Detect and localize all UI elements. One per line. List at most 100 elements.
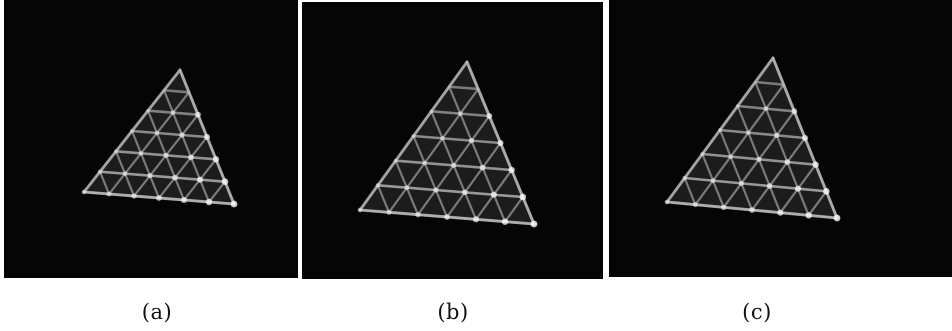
lattice-node	[106, 191, 112, 197]
lattice-rung	[683, 176, 828, 193]
lattice-node	[138, 150, 144, 156]
lattice-node	[205, 198, 213, 206]
lattice-b	[357, 60, 538, 228]
lattice-node	[146, 108, 150, 113]
lattice-node	[784, 159, 791, 165]
lattice-strut	[503, 195, 524, 223]
lattice-strut	[412, 134, 449, 219]
lattice-node	[188, 154, 194, 161]
lattice-node	[486, 113, 493, 119]
lattice-node	[230, 200, 238, 208]
lattice-rung	[376, 184, 525, 199]
lattice-strut	[807, 190, 828, 217]
lattice-node	[738, 180, 744, 186]
lattice-edge	[665, 56, 775, 204]
lattice-strut	[754, 80, 810, 217]
lattice-strut	[683, 176, 697, 206]
lattice-edge	[82, 68, 182, 194]
lattice-node	[203, 133, 211, 141]
lattice-strut	[130, 129, 161, 200]
lattice-node	[777, 209, 784, 216]
lattice-node	[508, 166, 515, 174]
lattice-node	[530, 220, 538, 228]
lattice-node	[728, 154, 734, 160]
lattice-node	[375, 183, 381, 188]
lattice-node	[163, 152, 169, 158]
lattice-node	[212, 156, 220, 163]
lattice-node	[386, 209, 392, 215]
lattice-node	[490, 191, 497, 198]
lattice-node	[113, 149, 119, 154]
panel-a-image	[4, 0, 298, 278]
lattice-strut	[718, 128, 754, 212]
lattice-node	[122, 171, 128, 177]
lattice-strut	[157, 135, 209, 200]
lattice-strut	[376, 184, 391, 214]
lattice-node	[472, 216, 480, 223]
lattice-node	[440, 136, 445, 141]
lattice-node	[746, 130, 751, 135]
lattice-rung	[162, 89, 191, 94]
lattice-node	[415, 211, 421, 218]
lattice-node	[451, 162, 457, 168]
lattice-node	[692, 202, 698, 208]
panel-b-image	[302, 2, 603, 279]
lattice-node	[812, 161, 819, 168]
lattice-c	[664, 56, 841, 222]
lattice-strut	[162, 89, 211, 204]
lattice-node	[196, 176, 204, 183]
lattice-rung	[447, 85, 480, 91]
lattice-node	[710, 178, 716, 184]
lattice-node	[501, 218, 509, 225]
lattice-strut	[98, 170, 111, 196]
lattice-rung	[130, 129, 209, 139]
lattice-node	[422, 160, 428, 166]
lattice-rung	[412, 134, 502, 145]
lattice-node	[131, 193, 137, 199]
pyramid-face	[360, 62, 534, 224]
lattice-node	[221, 178, 229, 185]
lattice-node	[756, 156, 762, 162]
lattice-node	[130, 129, 134, 133]
panel-c-image	[609, 0, 952, 277]
lattice-rung	[718, 128, 807, 140]
lattice-strut	[448, 85, 507, 223]
lattice-node	[357, 207, 363, 213]
caption-b: (b)	[437, 300, 469, 324]
lattice-node	[805, 212, 812, 219]
lattice-node	[791, 108, 798, 115]
lattice-node	[444, 214, 450, 220]
lattice-node	[172, 174, 178, 181]
lattice-strut	[107, 91, 191, 196]
lattice-edge	[358, 60, 469, 212]
caption-c: (c)	[742, 300, 772, 324]
pyramid-lattice-a	[81, 68, 238, 208]
lattice-node	[773, 132, 780, 139]
lattice-node	[682, 175, 687, 181]
lattice-node	[179, 132, 185, 138]
lattice-node	[801, 134, 809, 142]
lattice-node	[823, 188, 830, 195]
lattice-node	[170, 110, 176, 116]
pyramid-lattice-b	[357, 60, 538, 228]
lattice-node	[664, 199, 670, 205]
pyramid-face	[667, 58, 837, 218]
lattice-rung	[98, 170, 227, 183]
lattice-node	[749, 207, 755, 213]
lattice-strut	[750, 136, 807, 212]
lattice-node	[479, 164, 486, 171]
lattice-strut	[387, 87, 480, 214]
lattice-node	[735, 104, 740, 108]
caption-a: (a)	[141, 300, 173, 324]
lattice-node	[794, 185, 802, 192]
lattice-node	[519, 193, 527, 201]
lattice-node	[433, 187, 439, 193]
lattice-node	[411, 134, 416, 138]
lattice-strut	[207, 180, 227, 204]
lattice-node	[393, 158, 398, 163]
lattice-node	[763, 106, 769, 112]
lattice-node	[97, 169, 103, 174]
lattice-node	[468, 137, 475, 144]
lattice-node	[700, 151, 705, 157]
lattice-node	[720, 204, 727, 211]
